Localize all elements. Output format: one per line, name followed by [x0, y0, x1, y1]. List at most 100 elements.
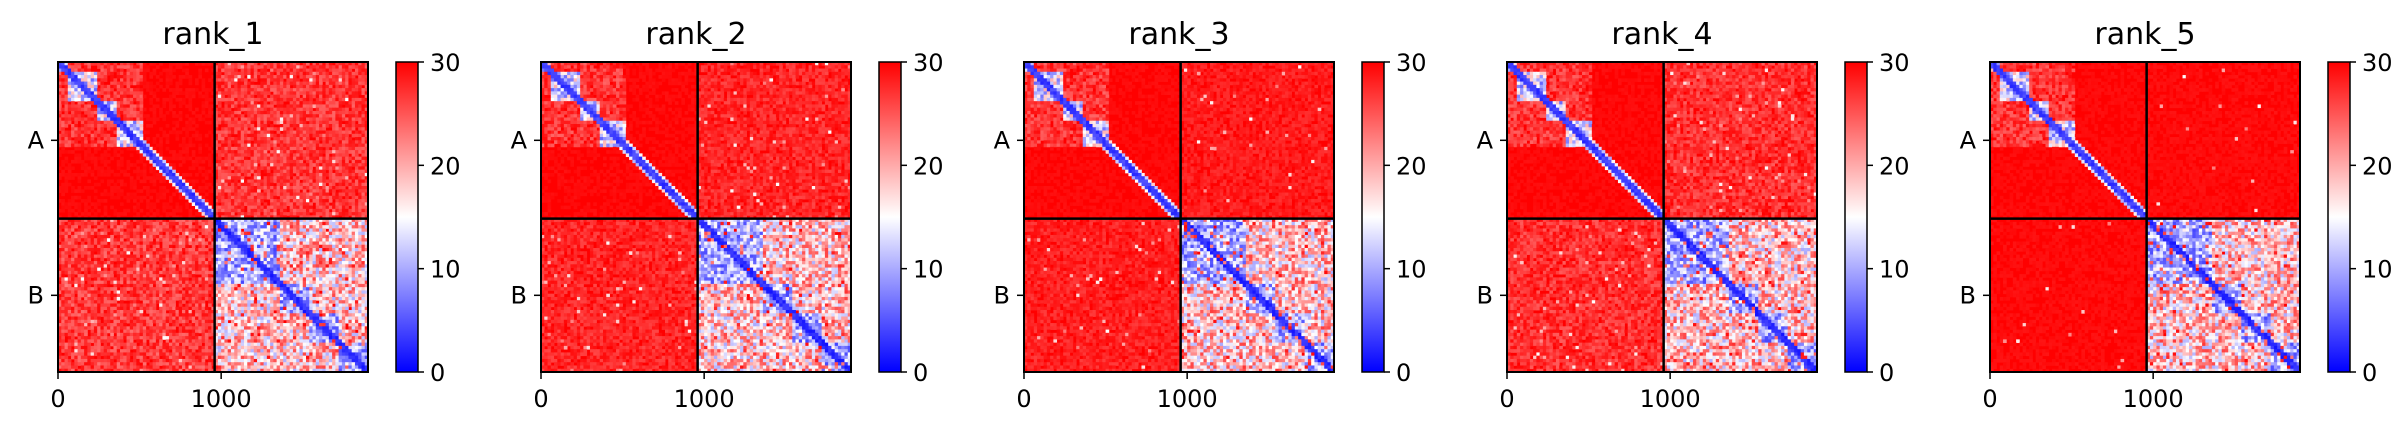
- heatmap-cell: [348, 176, 352, 180]
- heatmap-cell: [299, 124, 303, 128]
- heatmap-cell: [110, 104, 114, 108]
- heatmap-cell: [97, 225, 101, 229]
- heatmap-cell: [218, 72, 222, 76]
- heatmap-cell: [100, 170, 104, 174]
- heatmap-cell: [78, 251, 82, 255]
- heatmap-cell: [84, 170, 88, 174]
- heatmap-cell: [335, 114, 339, 118]
- heatmap-cell: [153, 255, 157, 259]
- heatmap-cell: [251, 95, 255, 99]
- heatmap-cell: [208, 121, 212, 125]
- heatmap-cell: [117, 261, 121, 265]
- heatmap-cell: [61, 121, 65, 125]
- heatmap-cell: [84, 255, 88, 259]
- heatmap-cell: [286, 232, 290, 236]
- heatmap-cell: [192, 150, 196, 154]
- heatmap-cell: [267, 82, 271, 86]
- heatmap-cell: [342, 82, 346, 86]
- heatmap-cell: [231, 241, 235, 245]
- heatmap-cell: [234, 65, 238, 69]
- heatmap-cell: [322, 104, 326, 108]
- heatmap-cell: [342, 173, 346, 177]
- heatmap-cell: [74, 264, 78, 268]
- heatmap-cell: [329, 248, 333, 252]
- heatmap-cell: [113, 140, 117, 144]
- heatmap-cell: [221, 114, 225, 118]
- heatmap-cell: [104, 153, 108, 157]
- heatmap-cell: [162, 238, 166, 242]
- heatmap-cell: [100, 117, 104, 121]
- heatmap-cell: [293, 209, 297, 213]
- heatmap-cell: [280, 157, 284, 161]
- heatmap-cell: [133, 248, 137, 252]
- heatmap-cell: [159, 196, 163, 200]
- heatmap-cell: [303, 69, 307, 73]
- heatmap-cell: [169, 179, 173, 183]
- heatmap-cell: [345, 264, 349, 268]
- heatmap-cell: [251, 251, 255, 255]
- heatmap-cell: [61, 222, 65, 226]
- heatmap-cell: [172, 193, 176, 197]
- heatmap-cell: [316, 153, 320, 157]
- heatmap-cell: [247, 264, 251, 268]
- heatmap-cell: [283, 228, 287, 232]
- heatmap-cell: [335, 127, 339, 131]
- heatmap-cell: [87, 157, 91, 161]
- heatmap-cell: [335, 238, 339, 242]
- heatmap-cell: [257, 235, 261, 239]
- heatmap-cell: [78, 202, 82, 206]
- heatmap-cell: [127, 228, 131, 232]
- heatmap-cell: [358, 206, 362, 210]
- heatmap-cell: [254, 241, 258, 245]
- heatmap-cell: [244, 72, 248, 76]
- heatmap-cell: [361, 117, 365, 121]
- heatmap-cell: [198, 134, 202, 138]
- heatmap-cell: [361, 248, 365, 252]
- heatmap-cell: [296, 258, 300, 262]
- heatmap-cell: [205, 261, 209, 265]
- heatmap-cell: [172, 251, 176, 255]
- heatmap-cell: [277, 131, 281, 135]
- heatmap-cell: [205, 98, 209, 102]
- heatmap-cell: [264, 114, 268, 118]
- heatmap-cell: [358, 147, 362, 151]
- heatmap-cell: [277, 202, 281, 206]
- heatmap-cell: [140, 91, 144, 95]
- heatmap-cell: [293, 176, 297, 180]
- heatmap-cell: [140, 127, 144, 131]
- heatmap-cell: [264, 193, 268, 197]
- heatmap-cell: [361, 206, 365, 210]
- heatmap-cell: [202, 173, 206, 177]
- heatmap-cell: [257, 232, 261, 236]
- heatmap-cell: [329, 225, 333, 229]
- heatmap-cell: [179, 82, 183, 86]
- heatmap-cell: [153, 179, 157, 183]
- heatmap-cell: [146, 69, 150, 73]
- heatmap-cell: [68, 258, 72, 262]
- heatmap-cell: [104, 114, 108, 118]
- heatmap-cell: [149, 166, 153, 170]
- heatmap-cell: [65, 202, 69, 206]
- heatmap-cell: [352, 212, 356, 216]
- heatmap-cell: [280, 183, 284, 187]
- heatmap-cell: [283, 150, 287, 154]
- heatmap-cell: [84, 117, 88, 121]
- heatmap-cell: [293, 153, 297, 157]
- heatmap-cell: [264, 206, 268, 210]
- heatmap-cell: [247, 117, 251, 121]
- heatmap-cell: [198, 160, 202, 164]
- heatmap-cell: [104, 232, 108, 236]
- heatmap-cell: [231, 140, 235, 144]
- heatmap-cell: [283, 108, 287, 112]
- heatmap-cell: [303, 121, 307, 125]
- heatmap-cell: [313, 235, 317, 239]
- heatmap-cell: [319, 95, 323, 99]
- heatmap-cell: [254, 251, 258, 255]
- heatmap-cell: [270, 95, 274, 99]
- heatmap-cell: [244, 157, 248, 161]
- heatmap-cell: [254, 189, 258, 193]
- heatmap-cell: [286, 144, 290, 148]
- heatmap-cell: [140, 131, 144, 135]
- heatmap-cell: [123, 255, 127, 259]
